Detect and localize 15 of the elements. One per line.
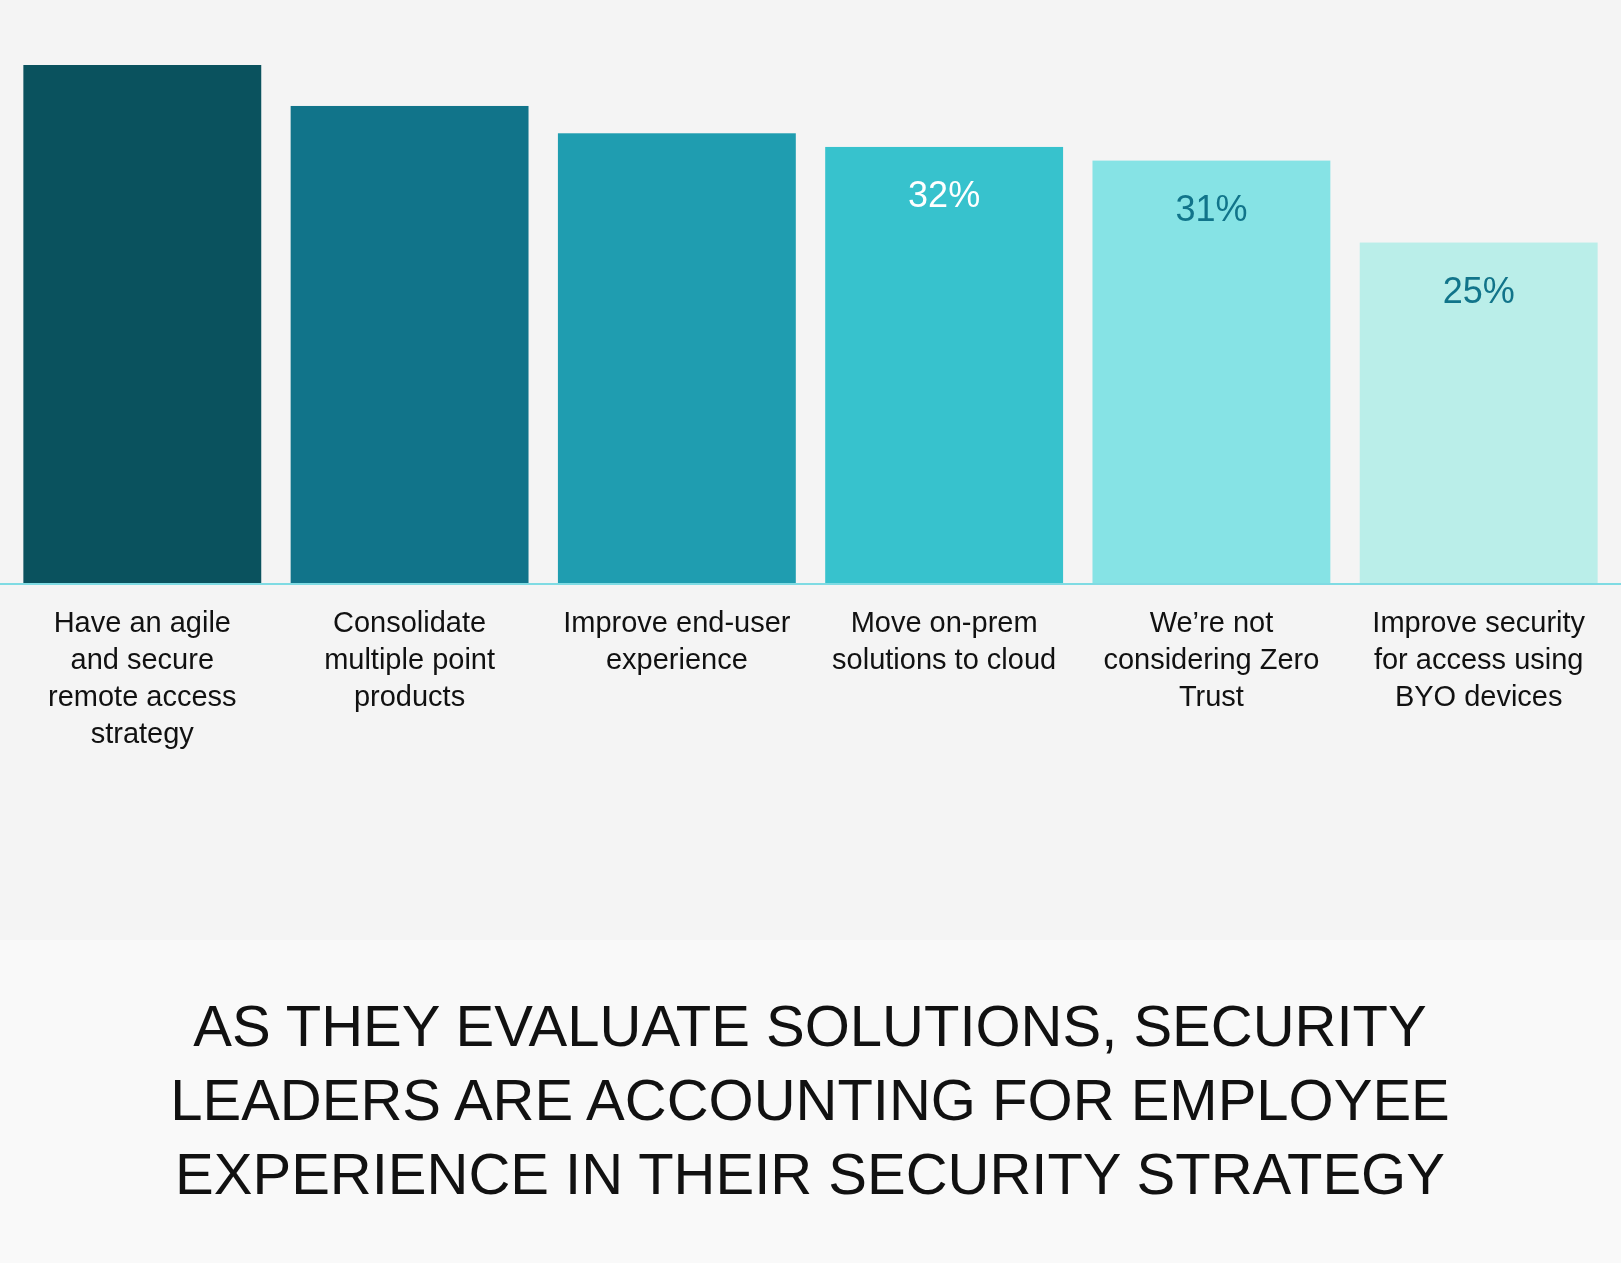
x-tick-label: Move on-prem solutions to cloud (832, 606, 1057, 675)
x-tick-label: Improve end-user experience (563, 606, 791, 675)
bar (23, 65, 262, 584)
x-tick-label: Improve security for access using BYO devices (1372, 606, 1586, 712)
data-label: 25% (1442, 269, 1515, 311)
bar (1359, 242, 1598, 584)
x-tick-label: Have an agile and secure remote access strategy (48, 606, 237, 749)
bar (825, 146, 1064, 584)
data-label: 31% (1175, 187, 1248, 229)
bar (290, 105, 529, 584)
x-tick-label: Consolidate multiple point products (324, 606, 496, 712)
x-tick-label: We’re not considering Zero Trust (1103, 606, 1320, 712)
data-label: 32% (908, 173, 981, 215)
bar (557, 133, 796, 584)
text: AS THEY EVALUATE SOLUTIONS, SECURITY LEADERS ARE ACCOUNTING FOR EMPLOYEE EXPERIENCE IN THEIR SECURITY STRATEGY (170, 993, 1450, 1206)
